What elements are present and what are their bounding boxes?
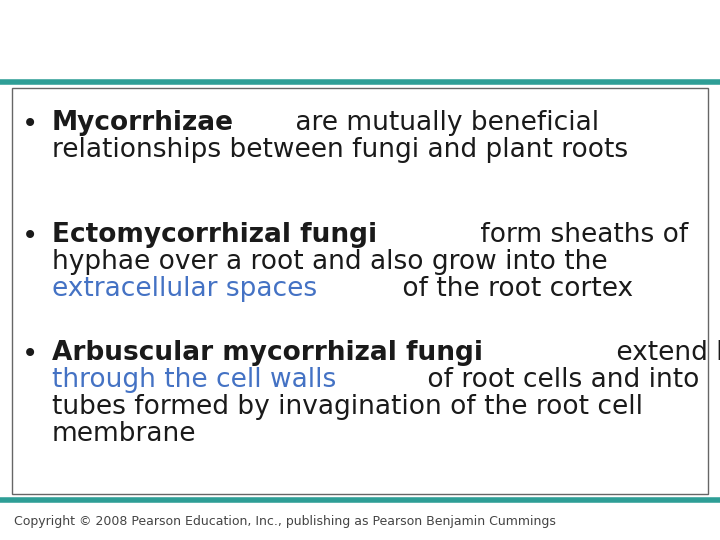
- Text: •: •: [22, 222, 38, 250]
- Text: extend hyphae: extend hyphae: [608, 340, 720, 366]
- Text: relationships between fungi and plant roots: relationships between fungi and plant ro…: [52, 137, 628, 163]
- Text: extracellular spaces: extracellular spaces: [52, 276, 317, 302]
- Text: of root cells and into: of root cells and into: [419, 367, 699, 393]
- Text: are mutually beneficial: are mutually beneficial: [287, 110, 599, 136]
- Text: •: •: [22, 110, 38, 138]
- Text: Arbuscular mycorrhizal fungi: Arbuscular mycorrhizal fungi: [52, 340, 483, 366]
- Text: membrane: membrane: [52, 421, 197, 447]
- Text: Mycorrhizae: Mycorrhizae: [52, 110, 234, 136]
- Text: through the cell walls: through the cell walls: [52, 367, 336, 393]
- Bar: [12, 88, 708, 494]
- Text: tubes formed by invagination of the root cell: tubes formed by invagination of the root…: [52, 394, 643, 420]
- Text: •: •: [22, 340, 38, 368]
- Text: form sheaths of: form sheaths of: [472, 222, 688, 248]
- Text: Ectomycorrhizal fungi: Ectomycorrhizal fungi: [52, 222, 377, 248]
- Text: of the root cortex: of the root cortex: [394, 276, 633, 302]
- Text: Copyright © 2008 Pearson Education, Inc., publishing as Pearson Benjamin Cumming: Copyright © 2008 Pearson Education, Inc.…: [14, 515, 556, 528]
- Text: hyphae over a root and also grow into the: hyphae over a root and also grow into th…: [52, 249, 608, 275]
